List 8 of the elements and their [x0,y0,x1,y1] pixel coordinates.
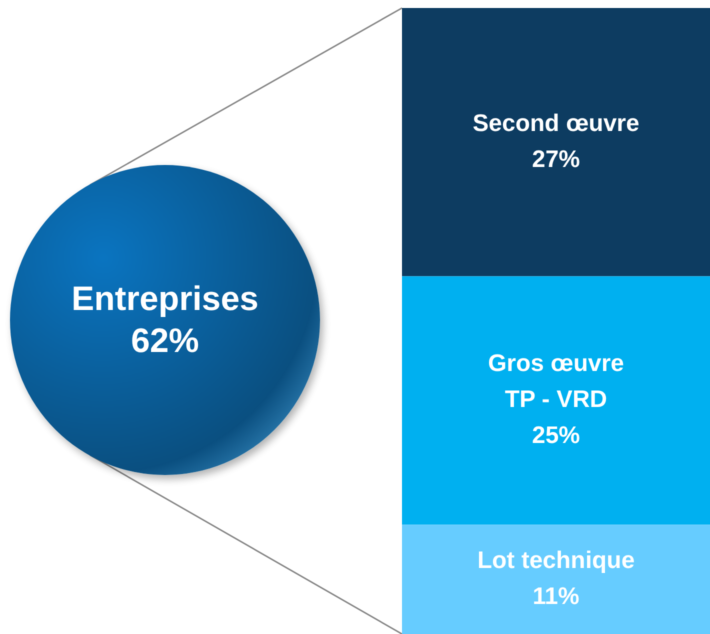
category-label: Entreprises [71,279,259,320]
data-label: 25% [532,422,580,450]
data-label: 27% [532,146,580,173]
data-label: 11% [532,582,580,610]
series-label: Gros œuvre TP - VRD [488,350,624,414]
series-label: Lot technique [477,546,635,574]
data-label: 62% [130,321,200,362]
series-label: Second œuvre [472,110,640,137]
